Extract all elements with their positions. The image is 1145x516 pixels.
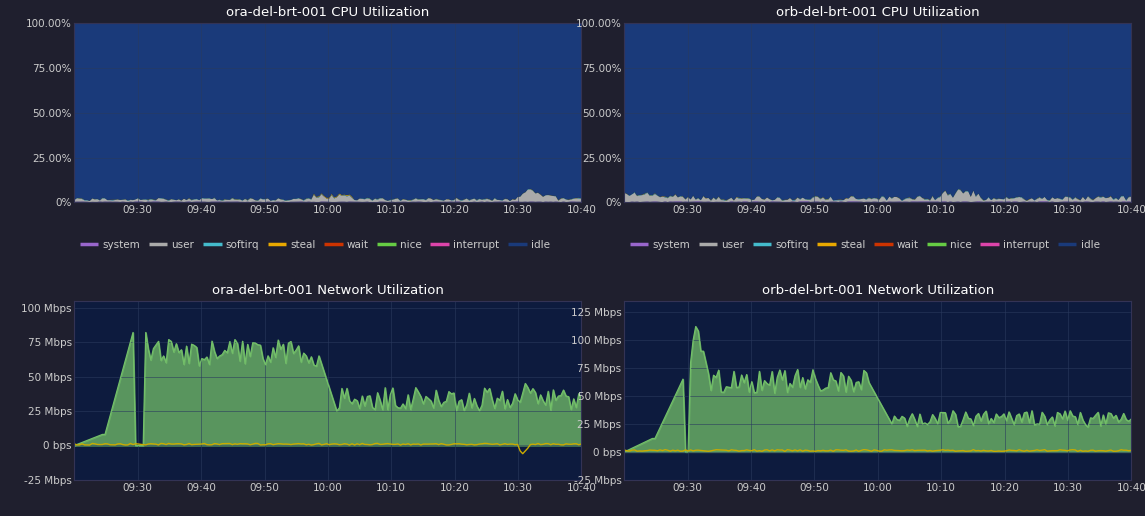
- Legend: system, user, softirq, steal, wait, nice, interrupt, idle: system, user, softirq, steal, wait, nice…: [80, 240, 550, 250]
- Legend: system, user, softirq, steal, wait, nice, interrupt, idle: system, user, softirq, steal, wait, nice…: [630, 240, 1099, 250]
- Title: ora-del-brt-001 CPU Utilization: ora-del-brt-001 CPU Utilization: [227, 6, 429, 19]
- Title: ora-del-brt-001 Network Utilization: ora-del-brt-001 Network Utilization: [212, 284, 444, 297]
- Title: orb-del-brt-001 Network Utilization: orb-del-brt-001 Network Utilization: [761, 284, 994, 297]
- Title: orb-del-brt-001 CPU Utilization: orb-del-brt-001 CPU Utilization: [776, 6, 980, 19]
